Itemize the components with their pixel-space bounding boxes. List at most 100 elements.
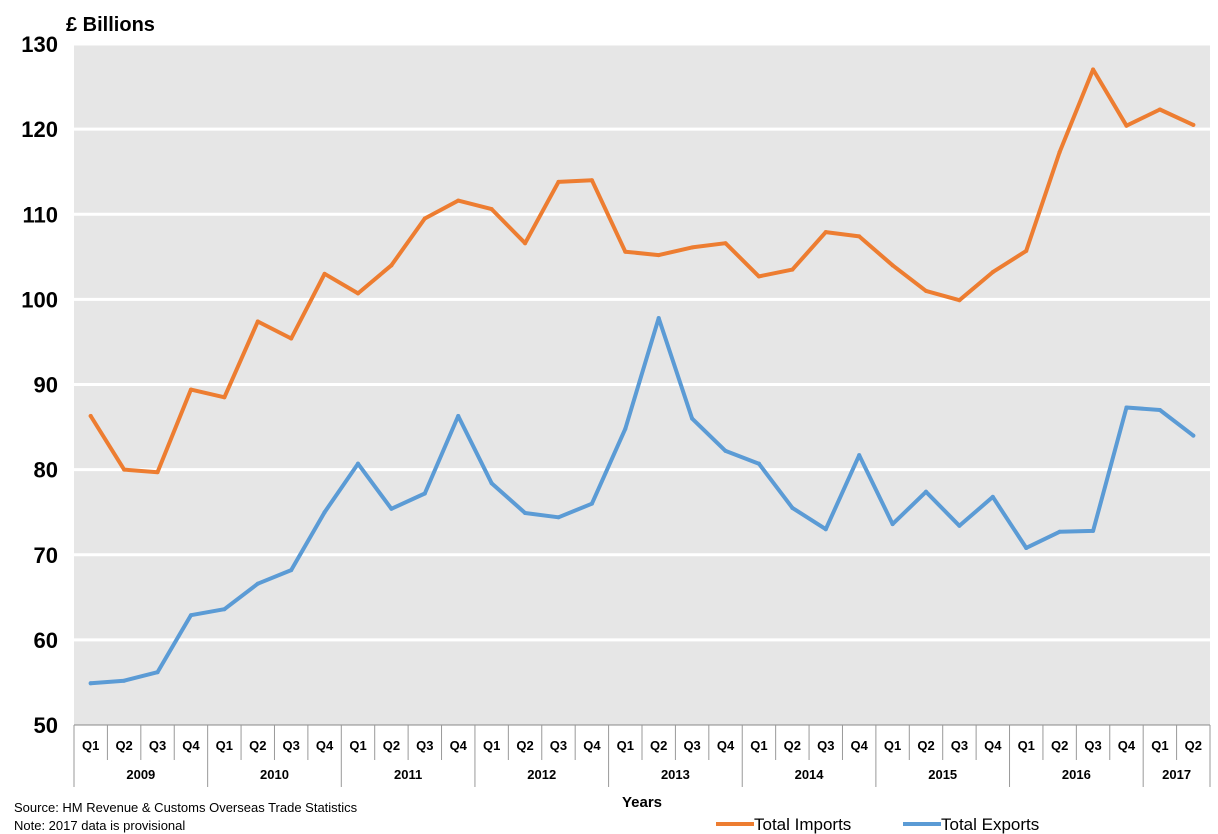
x-tick-label: Q4 bbox=[583, 738, 601, 753]
total-imports-point bbox=[656, 253, 661, 258]
x-tick-label: Q1 bbox=[1151, 738, 1168, 753]
x-tick-label: Q4 bbox=[450, 738, 468, 753]
total-exports-point bbox=[556, 515, 561, 520]
y-axis-title: £ Billions bbox=[66, 14, 155, 36]
total-imports-line bbox=[88, 67, 1196, 475]
y-tick-label: 120 bbox=[21, 117, 58, 142]
total-imports-point bbox=[222, 395, 227, 400]
y-tick-label: 70 bbox=[34, 543, 58, 568]
total-exports-line bbox=[88, 316, 1196, 686]
total-imports-point bbox=[957, 298, 962, 303]
total-imports-point bbox=[322, 271, 327, 276]
total-imports-point bbox=[857, 234, 862, 239]
total-exports-point bbox=[188, 613, 193, 618]
legend: Total Imports Total Exports bbox=[716, 815, 1039, 834]
total-exports-point bbox=[356, 461, 360, 466]
y-tick-label: 50 bbox=[34, 713, 58, 738]
x-tick-label: Q2 bbox=[383, 738, 400, 753]
x-tick-label: Q4 bbox=[717, 738, 735, 753]
x-tick-label: Q2 bbox=[516, 738, 533, 753]
total-exports-point bbox=[690, 416, 695, 421]
total-imports-point bbox=[1157, 107, 1162, 112]
x-tick-label: Q2 bbox=[249, 738, 266, 753]
x-tick-label: Q4 bbox=[851, 738, 869, 753]
total-imports-point bbox=[356, 291, 360, 296]
total-imports-point bbox=[523, 241, 528, 246]
total-imports-point bbox=[255, 319, 260, 324]
total-imports-point bbox=[556, 179, 561, 184]
total-exports-point bbox=[122, 678, 127, 683]
year-label: 2013 bbox=[661, 767, 690, 782]
total-imports-legend-label: Total Imports bbox=[754, 815, 851, 834]
total-imports-point bbox=[756, 274, 761, 279]
total-exports-point bbox=[456, 413, 461, 418]
total-exports-point bbox=[523, 511, 528, 516]
total-exports-point bbox=[255, 581, 260, 586]
x-tick-label: Q3 bbox=[416, 738, 433, 753]
total-exports-point bbox=[322, 510, 327, 515]
year-label: 2016 bbox=[1062, 767, 1091, 782]
x-tick-label: Q4 bbox=[1118, 738, 1136, 753]
total-imports-point bbox=[88, 413, 93, 418]
x-tick-label: Q2 bbox=[1185, 738, 1202, 753]
total-imports-point bbox=[623, 249, 628, 254]
total-imports-point bbox=[489, 207, 494, 212]
year-label: 2011 bbox=[394, 767, 422, 782]
y-tick-label: 100 bbox=[21, 287, 58, 312]
x-tick-label: Q3 bbox=[1084, 738, 1101, 753]
y-tick-label: 80 bbox=[34, 458, 58, 483]
x-tick-label: Q4 bbox=[316, 738, 334, 753]
total-exports-point bbox=[957, 523, 962, 528]
total-exports-point bbox=[756, 461, 761, 466]
provisional-note: Note: 2017 data is provisional bbox=[14, 818, 185, 833]
x-tick-label: Q1 bbox=[1018, 738, 1035, 753]
total-exports-point bbox=[857, 453, 862, 458]
x-tick-label: Q3 bbox=[951, 738, 968, 753]
total-imports-point bbox=[823, 230, 828, 235]
x-tick-label: Q1 bbox=[216, 738, 233, 753]
total-exports-point bbox=[222, 607, 227, 612]
x-tick-label: Q1 bbox=[349, 738, 366, 753]
y-tick-label: 110 bbox=[23, 202, 59, 227]
total-imports-point bbox=[1091, 67, 1096, 72]
y-tick-label: 90 bbox=[34, 373, 58, 398]
y-tick-label: 60 bbox=[34, 628, 58, 653]
total-imports-point bbox=[589, 178, 594, 183]
total-exports-point bbox=[924, 489, 928, 494]
total-imports-point bbox=[790, 267, 795, 272]
total-exports-point bbox=[422, 491, 427, 496]
total-exports-point bbox=[289, 568, 294, 573]
x-tick-label: Q1 bbox=[82, 738, 99, 753]
total-imports-point bbox=[456, 198, 461, 203]
total-imports-point bbox=[155, 470, 160, 475]
x-tick-label: Q2 bbox=[115, 738, 132, 753]
total-imports-point bbox=[1124, 123, 1129, 128]
total-imports-point bbox=[723, 241, 728, 246]
y-tick-label: 130 bbox=[21, 32, 58, 57]
total-exports-point bbox=[723, 448, 728, 453]
x-tick-label: Q1 bbox=[617, 738, 634, 753]
total-exports-point bbox=[890, 522, 895, 527]
year-label: 2012 bbox=[527, 767, 556, 782]
total-imports-point bbox=[990, 270, 995, 275]
series-lines bbox=[88, 67, 1196, 686]
x-tick-label: Q3 bbox=[283, 738, 300, 753]
year-label: 2010 bbox=[260, 767, 289, 782]
x-tick-label: Q1 bbox=[884, 738, 901, 753]
total-imports-point bbox=[188, 387, 193, 392]
total-exports-point bbox=[990, 494, 995, 499]
year-label: 2015 bbox=[928, 767, 957, 782]
total-exports-point bbox=[623, 426, 628, 431]
x-tick-label: Q3 bbox=[683, 738, 700, 753]
x-axis-title: Years bbox=[622, 794, 662, 811]
total-imports-point bbox=[1024, 248, 1029, 253]
total-exports-point bbox=[1191, 433, 1196, 438]
x-tick-label: Q2 bbox=[917, 738, 934, 753]
total-exports-point bbox=[1157, 408, 1162, 413]
total-exports-point bbox=[1091, 528, 1096, 533]
total-imports-point bbox=[1191, 122, 1196, 127]
x-tick-label: Q3 bbox=[550, 738, 567, 753]
total-exports-point bbox=[1024, 545, 1029, 550]
total-exports-point bbox=[589, 501, 594, 506]
